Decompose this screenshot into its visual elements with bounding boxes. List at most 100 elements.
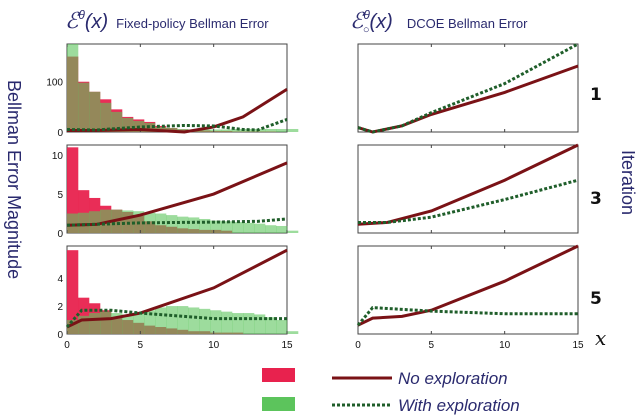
y-tick-label: 2: [57, 302, 63, 313]
hist-with-exploration-bar: [122, 117, 134, 132]
row-label-3: 3: [590, 189, 602, 209]
x-tick-label: 0: [355, 340, 361, 351]
hist-with-exploration-bar: [210, 129, 222, 132]
hist-with-exploration-bar: [188, 307, 200, 334]
hist-with-exploration-bar: [232, 222, 244, 233]
y-tick-label: 0: [57, 330, 63, 341]
x-tick-label: 0: [64, 340, 70, 351]
hist-with-exploration-bar: [254, 223, 266, 233]
x-tick-label: 10: [499, 340, 511, 351]
hist-with-exploration-bar: [221, 129, 233, 132]
hist-with-exploration-bar: [67, 44, 79, 132]
hist-with-exploration-bar: [199, 129, 211, 132]
line-no-exploration: [67, 87, 288, 134]
hist-with-exploration-bar: [276, 225, 288, 233]
right-title-sub: ○: [363, 24, 370, 36]
x-tick-label: 15: [572, 340, 584, 351]
line-no-exploration: [357, 143, 579, 226]
row-label-5: 5: [590, 289, 602, 309]
hist-with-exploration-bar: [276, 128, 288, 132]
hist-with-exploration-bar: [67, 320, 79, 334]
panel-DCOE-iter-1: [357, 42, 579, 134]
hist-with-exploration-bar: [243, 222, 255, 233]
row-axis-label: Iteration: [618, 150, 638, 215]
hist-with-exploration-bar: [89, 211, 101, 233]
panel-fixed-policy-iter-1: 0 100: [46, 43, 299, 139]
right-title-arg: (x): [370, 11, 393, 33]
hist-with-exploration-bar: [265, 128, 277, 132]
hist-no-exploration-bar: [67, 250, 79, 334]
panel-DCOE-iter-5: 0 5 10 15: [355, 244, 584, 351]
y-tick-label: 0: [57, 229, 63, 240]
hist-with-exploration-bar: [265, 225, 277, 233]
hist-with-exploration-bar: [78, 82, 90, 132]
hist-with-exploration-bar: [287, 230, 299, 233]
line-no-exploration: [66, 161, 288, 227]
hist-no-exploration-bar: [78, 297, 90, 334]
panel-fixed-policy-iter-3: 0 5 10: [52, 144, 299, 240]
right-title: ℰθ ○(x) DCOE Bellman Error: [350, 8, 528, 36]
hist-with-exploration-bar: [287, 128, 299, 132]
line-with-exploration: [356, 306, 578, 327]
hist-with-exploration-bar: [144, 310, 156, 334]
y-tick-label: 100: [46, 78, 63, 89]
hist-with-exploration-bar: [243, 313, 255, 334]
hist-with-exploration-bar: [100, 102, 112, 132]
plot-frame: [357, 43, 579, 133]
hist-with-exploration-bar: [89, 313, 101, 334]
hist-with-exploration-bar: [287, 331, 299, 334]
right-title-symbol: ℰ: [350, 8, 366, 33]
right-title-text: DCOE Bellman Error: [407, 16, 528, 31]
left-title-sup: θ: [78, 8, 85, 22]
hist-with-exploration-bar: [78, 315, 90, 334]
hist-with-exploration-bar: [122, 210, 134, 233]
hist-with-exploration-bar: [111, 111, 123, 132]
hist-with-exploration-bar: [100, 311, 112, 334]
hist-with-exploration-bar: [89, 91, 101, 132]
x-axis-label: x: [595, 326, 606, 350]
y-axis-label: Bellman Error Magnitude: [4, 80, 24, 279]
plot-frame: [357, 245, 579, 335]
x-tick-label: 10: [208, 340, 220, 351]
legend-swatch-with-exploration: [262, 397, 295, 411]
y-tick-label: 10: [52, 151, 64, 162]
y-tick-label: 0: [57, 128, 63, 139]
panel-fixed-policy-iter-5: 0 2 4 0 5 10 15: [57, 245, 299, 351]
line-with-exploration: [66, 118, 288, 132]
hist-with-exploration-bar: [199, 308, 211, 334]
hist-with-exploration-bar: [265, 317, 277, 334]
hist-with-exploration-bar: [276, 320, 288, 334]
hist-with-exploration-bar: [232, 313, 244, 334]
hist-with-exploration-bar: [166, 215, 178, 233]
hist-with-exploration-bar: [67, 213, 79, 233]
line-with-exploration: [65, 308, 287, 329]
line-with-exploration: [357, 42, 579, 134]
y-tick-label: 5: [57, 190, 63, 201]
line-with-exploration: [66, 217, 288, 227]
hist-with-exploration-bar: [254, 314, 266, 334]
hist-with-exploration-bar: [232, 128, 244, 132]
left-title-arg: (x): [85, 11, 108, 33]
legend-label-with-exploration: With exploration: [398, 396, 520, 415]
x-tick-label: 5: [138, 340, 144, 351]
hist-with-exploration-bar: [78, 212, 90, 233]
hist-with-exploration-bar: [155, 307, 167, 334]
hist-with-exploration-bar: [210, 220, 222, 233]
line-no-exploration: [66, 248, 288, 329]
hist-with-exploration-bar: [221, 221, 233, 233]
hist-with-exploration-bar: [177, 306, 189, 334]
left-title-symbol: ℰ: [65, 8, 81, 33]
hist-no-exploration-bar: [78, 190, 90, 233]
left-title: ℰθ(x) Fixed-policy Bellman Error: [65, 8, 269, 33]
x-tick-label: 5: [429, 340, 435, 351]
legend-swatch-no-exploration: [262, 368, 295, 382]
line-no-exploration: [357, 244, 579, 327]
hist-with-exploration-bar: [122, 314, 134, 334]
x-tick-label: 15: [281, 340, 293, 351]
row-label-1: 1: [590, 85, 602, 105]
hist-with-exploration-bar: [177, 216, 189, 233]
left-title-text: Fixed-policy Bellman Error: [116, 16, 269, 31]
hist-with-exploration-bar: [133, 313, 145, 334]
